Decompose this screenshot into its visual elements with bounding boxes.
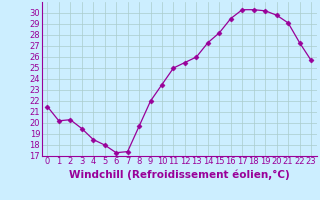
X-axis label: Windchill (Refroidissement éolien,°C): Windchill (Refroidissement éolien,°C) xyxy=(69,169,290,180)
